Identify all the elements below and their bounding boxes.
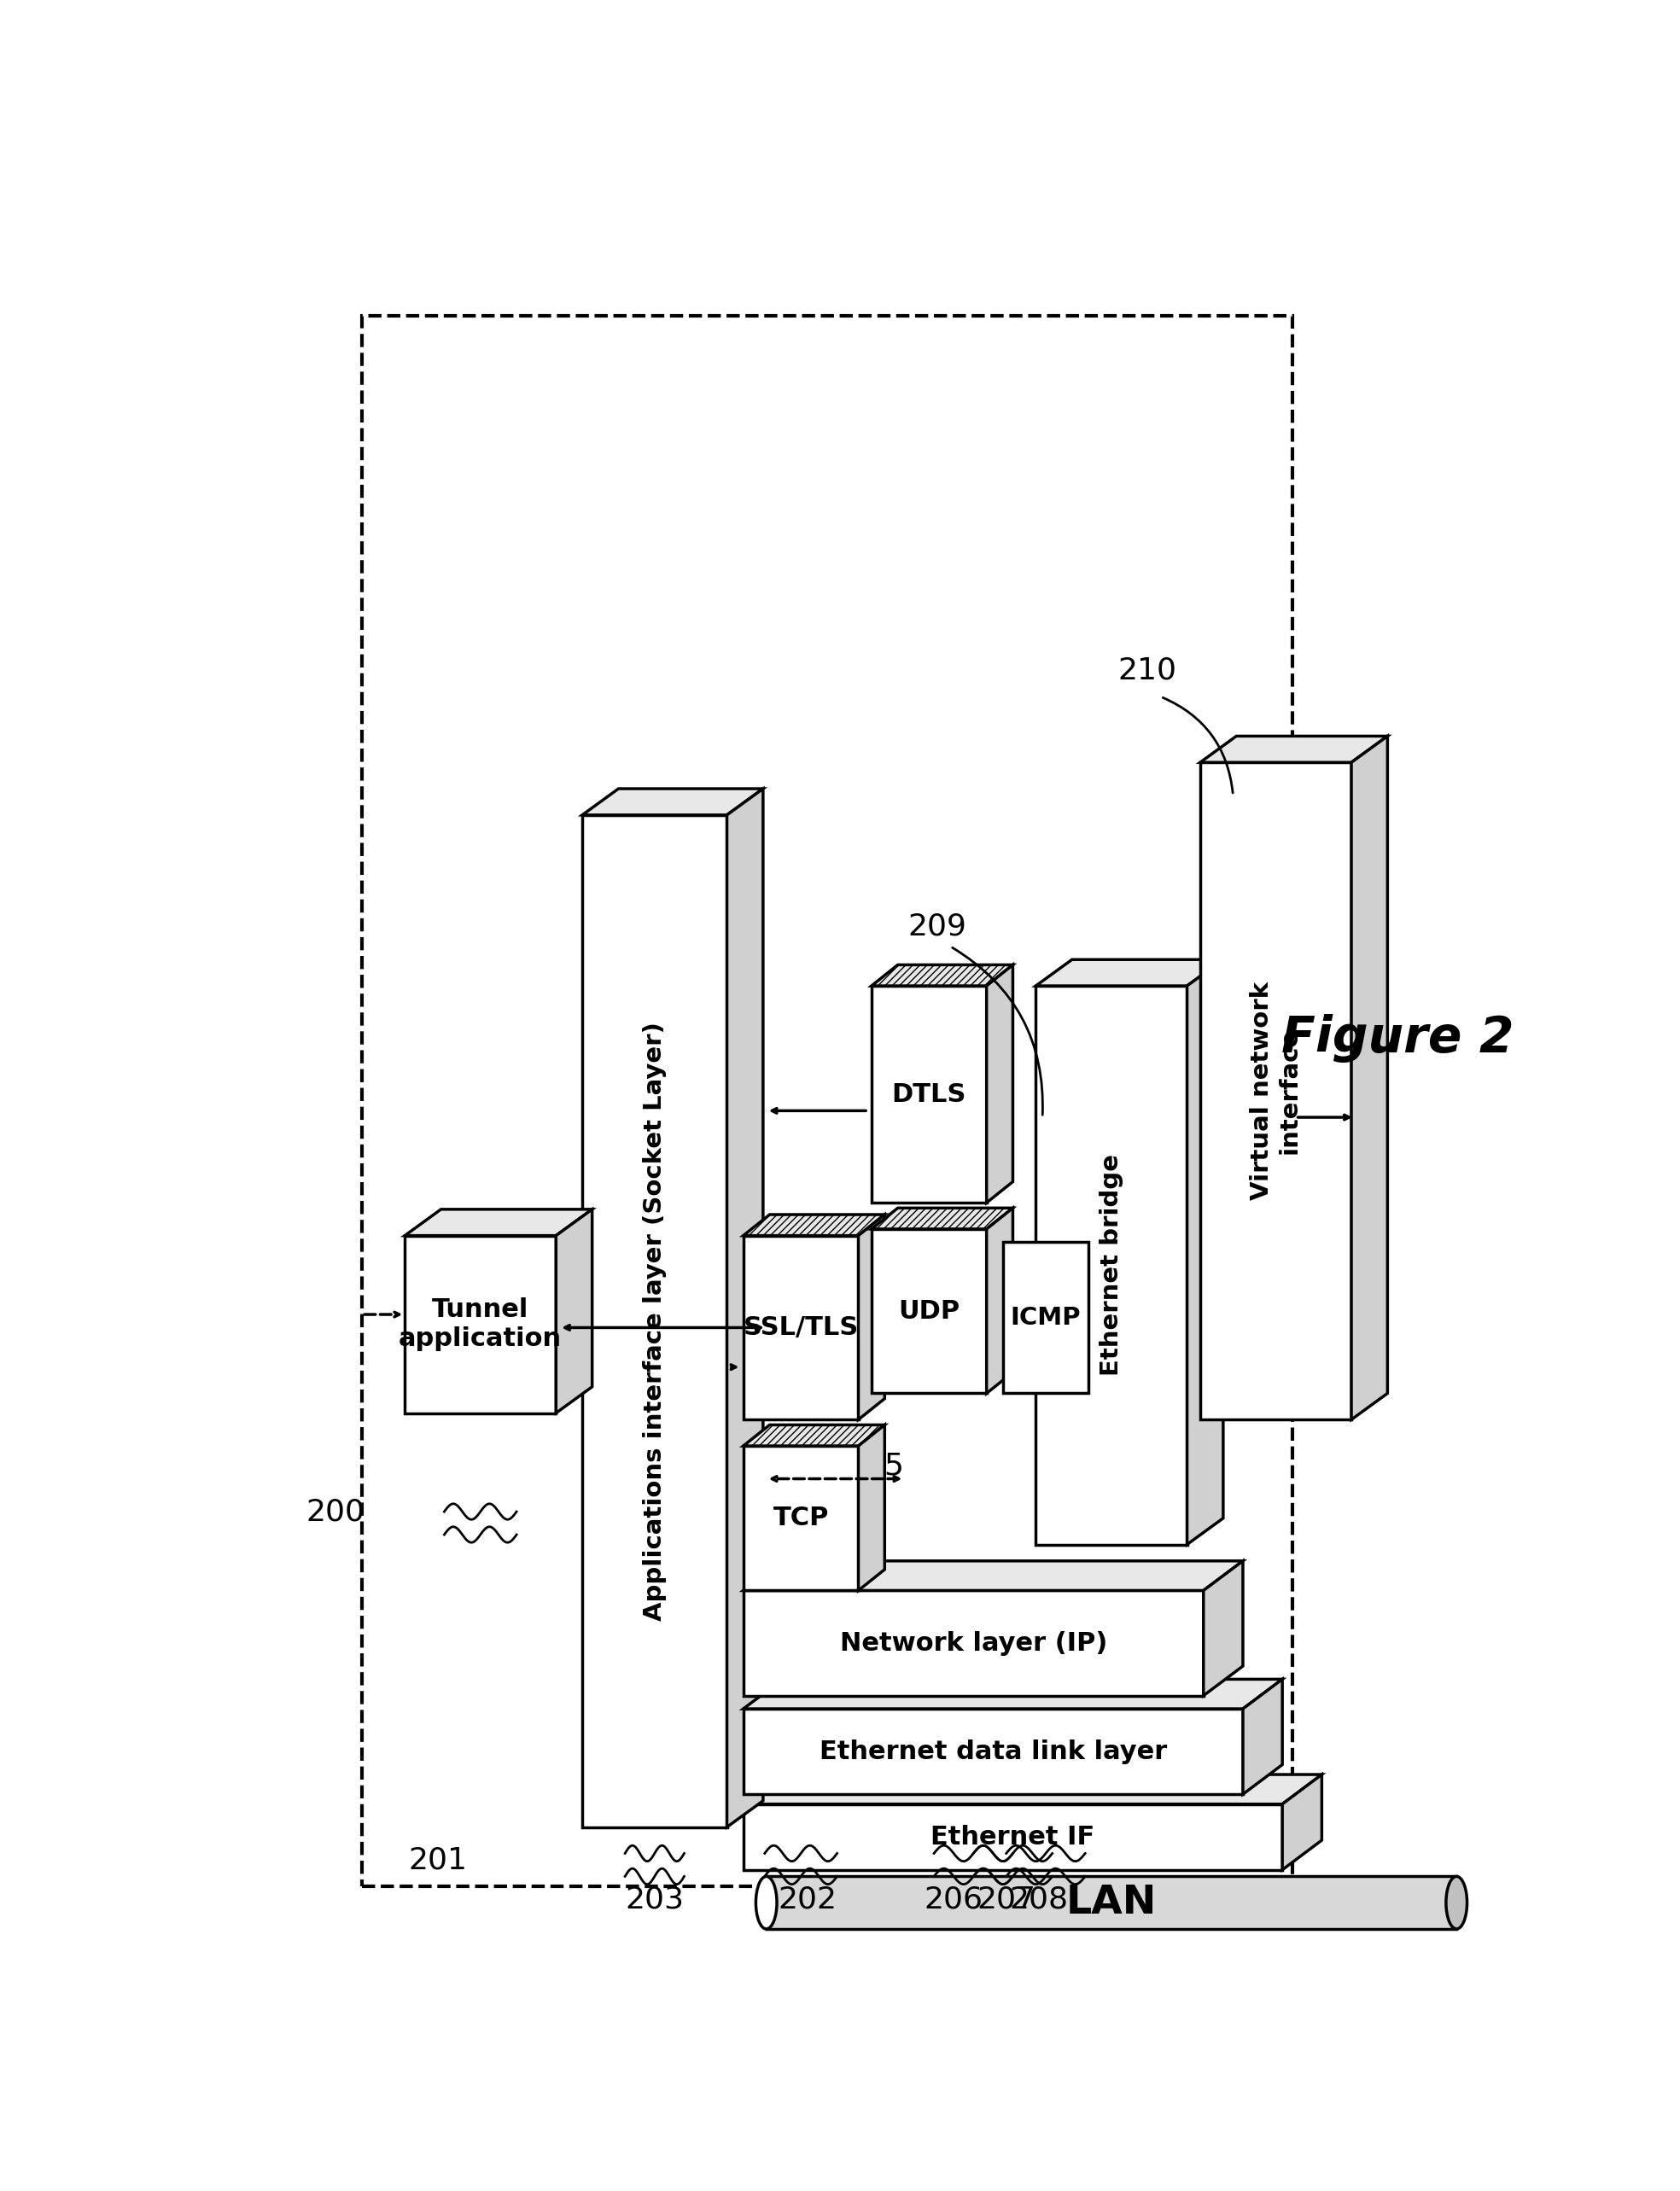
Polygon shape [1003, 1242, 1089, 1393]
Polygon shape [1282, 1775, 1322, 1869]
Polygon shape [858, 1214, 885, 1420]
Text: Ethernet bridge: Ethernet bridge [1099, 1155, 1124, 1376]
Polygon shape [872, 986, 986, 1203]
Polygon shape [986, 1207, 1013, 1393]
Polygon shape [405, 1236, 556, 1413]
Text: 202: 202 [778, 1884, 837, 1915]
Text: LAN: LAN [1067, 1884, 1158, 1922]
Polygon shape [743, 1214, 885, 1236]
Text: 201: 201 [408, 1845, 467, 1875]
Text: 209: 209 [907, 911, 966, 942]
Text: 207: 207 [976, 1884, 1035, 1915]
Polygon shape [743, 1446, 858, 1591]
Polygon shape [872, 1229, 986, 1393]
Polygon shape [727, 789, 763, 1827]
Text: TCP: TCP [773, 1505, 828, 1532]
Polygon shape [1037, 986, 1188, 1545]
Polygon shape [743, 1803, 1282, 1869]
Polygon shape [743, 1560, 1243, 1591]
Text: ICMP: ICMP [1010, 1306, 1080, 1330]
Polygon shape [1188, 960, 1223, 1545]
Polygon shape [743, 1236, 858, 1420]
Polygon shape [583, 789, 763, 815]
Polygon shape [743, 1678, 1282, 1709]
Text: 208: 208 [1010, 1884, 1068, 1915]
Polygon shape [405, 1209, 591, 1236]
Ellipse shape [756, 1875, 776, 1928]
Text: SSL/TLS: SSL/TLS [743, 1315, 858, 1341]
Polygon shape [743, 1424, 885, 1446]
Text: 210: 210 [1119, 655, 1178, 686]
Polygon shape [743, 1775, 1322, 1803]
Text: Figure 2: Figure 2 [1282, 1014, 1514, 1063]
Polygon shape [1351, 736, 1388, 1420]
Text: 203: 203 [625, 1884, 684, 1915]
Text: Network layer (IP): Network layer (IP) [840, 1630, 1107, 1656]
Polygon shape [556, 1209, 591, 1413]
Polygon shape [743, 1591, 1203, 1696]
Text: 200: 200 [306, 1496, 365, 1527]
Text: Applications interface layer (Socket Layer): Applications interface layer (Socket Lay… [643, 1021, 667, 1621]
Polygon shape [1203, 1560, 1243, 1696]
Text: 206: 206 [924, 1884, 983, 1915]
Text: DTLS: DTLS [892, 1082, 966, 1106]
Text: Ethernet data link layer: Ethernet data link layer [820, 1740, 1168, 1764]
Polygon shape [1243, 1678, 1282, 1794]
Text: Ethernet IF: Ethernet IF [931, 1825, 1095, 1849]
Text: 204: 204 [773, 1424, 832, 1455]
Text: UDP: UDP [899, 1299, 959, 1323]
Polygon shape [766, 1875, 1457, 1928]
Polygon shape [1037, 960, 1223, 986]
Polygon shape [986, 964, 1013, 1203]
Ellipse shape [1446, 1875, 1467, 1928]
Polygon shape [872, 964, 1013, 986]
Polygon shape [872, 1207, 1013, 1229]
Polygon shape [1200, 736, 1388, 762]
Polygon shape [743, 1709, 1243, 1794]
Polygon shape [858, 1424, 885, 1591]
Text: Tunnel
application: Tunnel application [398, 1297, 563, 1352]
Text: 205: 205 [845, 1450, 904, 1481]
Polygon shape [1200, 762, 1351, 1420]
Polygon shape [583, 815, 727, 1827]
Text: Virtual network
interface: Virtual network interface [1250, 982, 1302, 1201]
